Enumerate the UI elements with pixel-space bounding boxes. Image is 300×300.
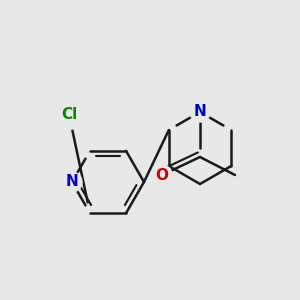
Text: Cl: Cl — [61, 107, 77, 122]
Text: N: N — [194, 104, 206, 119]
Text: O: O — [155, 167, 169, 182]
Circle shape — [190, 102, 210, 122]
Circle shape — [152, 165, 172, 185]
Text: N: N — [66, 175, 78, 190]
Circle shape — [62, 172, 82, 192]
Circle shape — [54, 100, 84, 130]
